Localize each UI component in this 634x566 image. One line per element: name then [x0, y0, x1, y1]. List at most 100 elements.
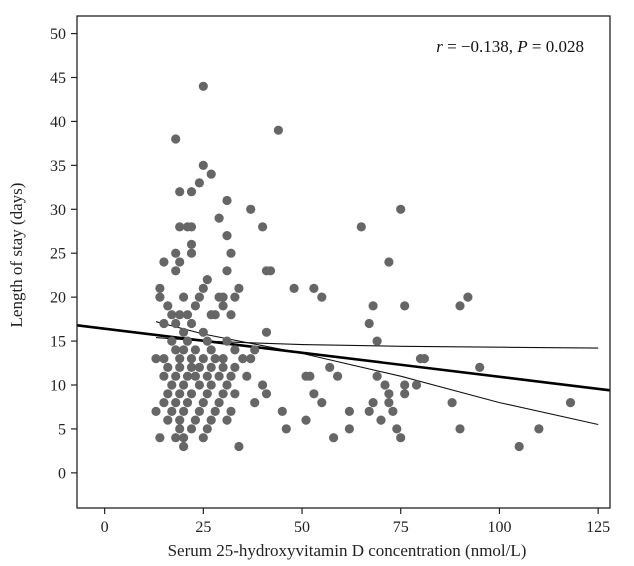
data-point — [179, 380, 189, 390]
data-point — [202, 336, 212, 346]
data-point — [175, 187, 185, 197]
data-point — [218, 292, 228, 302]
data-point — [455, 301, 465, 311]
data-point — [246, 354, 256, 364]
data-point — [305, 371, 315, 381]
data-point — [258, 380, 268, 390]
data-point — [356, 222, 366, 232]
data-point — [175, 389, 185, 399]
data-point — [186, 222, 197, 232]
data-point — [175, 362, 185, 372]
data-point — [163, 362, 173, 372]
data-point — [419, 354, 429, 364]
data-point — [368, 301, 378, 311]
data-points — [151, 81, 576, 452]
y-tick-label: 25 — [50, 246, 66, 263]
data-point — [214, 371, 224, 381]
data-point — [234, 441, 244, 452]
data-point — [222, 266, 232, 276]
r-value: = −0.138, — [443, 37, 517, 56]
data-point — [175, 222, 185, 232]
data-point — [242, 371, 252, 381]
data-point — [372, 371, 382, 381]
data-point — [206, 362, 216, 372]
data-point — [222, 231, 232, 241]
data-point — [186, 354, 197, 364]
y-tick-label: 5 — [58, 421, 66, 438]
data-point — [214, 213, 224, 223]
y-tick-label: 20 — [50, 290, 66, 307]
data-point — [226, 406, 236, 416]
data-point — [317, 292, 327, 302]
x-tick-label: 75 — [393, 519, 409, 536]
data-point — [226, 371, 236, 381]
data-point — [250, 345, 260, 355]
data-point — [333, 371, 343, 381]
data-point — [194, 292, 204, 302]
y-tick-label: 0 — [58, 465, 66, 482]
y-axis-title: Length of stay (days) — [7, 183, 26, 328]
data-point — [163, 301, 173, 311]
data-point — [186, 389, 197, 399]
data-point — [186, 248, 197, 258]
data-point — [194, 178, 204, 188]
y-tick-label: 15 — [50, 334, 66, 351]
data-point — [447, 398, 457, 408]
data-point — [194, 380, 204, 390]
data-point — [463, 292, 473, 302]
data-point — [167, 406, 177, 416]
data-point — [198, 81, 208, 91]
x-tick-label: 25 — [195, 519, 211, 536]
data-point — [329, 433, 339, 443]
data-point — [289, 283, 299, 293]
data-point — [261, 327, 272, 337]
r-symbol: r — [436, 37, 443, 56]
data-point — [167, 310, 177, 320]
data-point — [206, 380, 216, 390]
data-point — [163, 389, 173, 399]
data-point — [171, 345, 181, 355]
data-point — [309, 283, 319, 293]
data-point — [317, 398, 327, 408]
data-point — [226, 310, 236, 320]
data-point — [171, 134, 181, 144]
data-point — [309, 389, 319, 399]
data-point — [202, 275, 212, 285]
data-point — [210, 310, 220, 320]
data-point — [234, 283, 244, 293]
data-point — [396, 433, 406, 443]
y-tick-label: 40 — [50, 114, 66, 131]
data-point — [372, 336, 382, 346]
y-tick-label: 35 — [50, 158, 66, 175]
y-tick-label: 45 — [50, 70, 66, 87]
data-point — [179, 292, 189, 302]
data-point — [514, 441, 524, 452]
regression-line — [76, 324, 611, 392]
data-point — [226, 248, 236, 258]
data-point — [250, 398, 260, 408]
p-value: = 0.028 — [528, 37, 584, 56]
data-point — [190, 345, 200, 355]
data-point — [186, 362, 197, 372]
data-point — [230, 345, 240, 355]
correlation-annotation: r = −0.138, P = 0.028 — [436, 37, 584, 56]
data-point — [400, 380, 410, 390]
data-point — [301, 415, 311, 425]
data-point — [277, 406, 287, 416]
x-tick-label: 100 — [487, 519, 511, 536]
data-point — [182, 310, 193, 320]
data-point — [171, 266, 181, 276]
data-point — [175, 310, 185, 320]
data-point — [151, 406, 161, 416]
data-point — [151, 354, 161, 364]
data-point — [455, 424, 465, 434]
data-point — [159, 398, 169, 408]
data-point — [155, 433, 165, 443]
data-point — [325, 362, 335, 372]
data-point — [202, 424, 212, 434]
data-point — [155, 283, 165, 293]
data-point — [384, 257, 394, 267]
data-point — [261, 389, 272, 399]
y-tick-label: 30 — [50, 202, 66, 219]
